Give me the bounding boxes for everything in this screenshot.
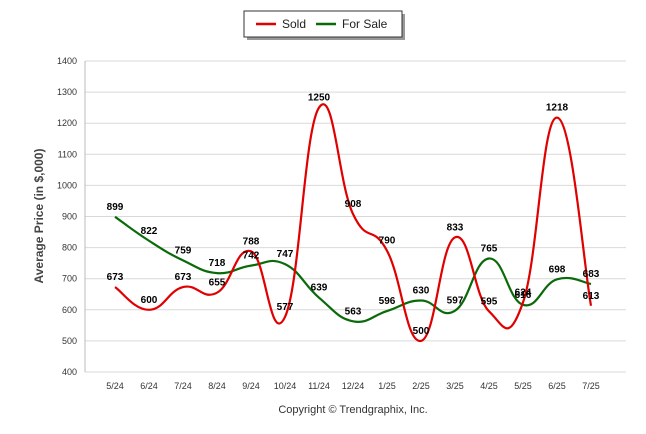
data-label-sold: 673 — [175, 272, 192, 283]
x-tick-label: 7/25 — [582, 381, 600, 391]
y-tick-label: 700 — [62, 274, 77, 284]
data-label-sold: 595 — [481, 296, 498, 307]
x-tick-label: 5/25 — [514, 381, 532, 391]
data-label-for-sale: 765 — [481, 243, 498, 254]
y-tick-label: 1400 — [57, 56, 77, 66]
data-label-sold: 788 — [243, 236, 260, 247]
y-tick-label: 1300 — [57, 87, 77, 97]
data-label-for-sale: 630 — [413, 285, 430, 296]
y-tick-label: 400 — [62, 367, 77, 377]
y-tick-label: 500 — [62, 336, 77, 346]
series-line-for-sale — [114, 215, 592, 323]
data-label-for-sale: 822 — [141, 226, 158, 237]
data-label-sold: 790 — [379, 236, 396, 247]
x-tick-label: 8/24 — [208, 381, 226, 391]
y-tick-label: 1200 — [57, 118, 77, 128]
data-label-for-sale: 759 — [175, 245, 192, 256]
legend-sold-label: Sold — [282, 17, 306, 31]
x-tick-label: 12/24 — [342, 381, 365, 391]
data-label-sold: 1250 — [308, 93, 331, 104]
data-labels: 673 600 673 655 788 577 1250 908 790 500 833 595 624… — [107, 93, 600, 337]
series-lines — [114, 103, 593, 342]
data-label-sold: 833 — [447, 222, 464, 233]
data-label-sold: 673 — [107, 272, 124, 283]
x-tick-label: 5/24 — [106, 381, 124, 391]
y-tick-label: 600 — [62, 305, 77, 315]
x-tick-label: 10/24 — [274, 381, 297, 391]
copyright-text: Copyright © Trendgraphix, Inc. — [278, 404, 427, 416]
y-tick-label: 1100 — [58, 149, 77, 159]
data-label-sold: 577 — [277, 302, 294, 313]
data-label-sold: 1218 — [546, 103, 569, 114]
data-label-for-sale: 563 — [345, 306, 362, 317]
data-label-sold: 600 — [141, 295, 158, 306]
x-tick-label: 3/25 — [446, 381, 464, 391]
y-tick-label: 1000 — [57, 180, 77, 190]
data-label-for-sale: 596 — [379, 296, 396, 307]
x-tick-label: 6/25 — [548, 381, 566, 391]
series-line-sold — [114, 103, 593, 342]
data-label-for-sale: 718 — [209, 258, 226, 269]
y-tick-label: 900 — [62, 212, 77, 222]
data-label-for-sale: 597 — [447, 296, 464, 307]
x-tick-label: 7/24 — [174, 381, 192, 391]
data-label-for-sale: 747 — [277, 249, 294, 260]
data-label-for-sale: 742 — [243, 251, 260, 262]
x-axis-ticks: 5/24 6/24 7/24 8/24 9/24 10/24 11/24 12/24 1/25 2… — [106, 381, 600, 391]
x-tick-label: 4/25 — [480, 381, 498, 391]
data-label-sold: 624 — [515, 287, 532, 298]
data-label-for-sale: 639 — [311, 283, 328, 294]
data-label-sold: 908 — [345, 199, 362, 210]
legend: Sold For Sale — [243, 10, 405, 40]
x-tick-label: 2/25 — [412, 381, 430, 391]
data-label-sold: 655 — [209, 278, 226, 289]
x-tick-label: 1/25 — [378, 381, 396, 391]
x-tick-label: 9/24 — [242, 381, 260, 391]
data-label-for-sale: 899 — [107, 202, 124, 213]
data-label-sold: 613 — [583, 291, 600, 302]
data-label-for-sale: 616 — [515, 290, 532, 301]
data-label-for-sale: 683 — [583, 269, 600, 280]
y-axis-label: Average Price (in $,000) — [32, 149, 46, 284]
data-label-for-sale: 698 — [549, 264, 566, 275]
data-label-sold: 500 — [413, 326, 430, 337]
y-axis-ticks: 400 500 600 700 800 900 1000 1100 1200 1300 1400 — [57, 56, 77, 377]
grid — [84, 60, 626, 373]
legend-for-sale-label: For Sale — [342, 17, 388, 31]
y-tick-label: 800 — [62, 243, 77, 253]
x-tick-label: 6/24 — [140, 381, 158, 391]
x-tick-label: 11/24 — [308, 381, 330, 391]
